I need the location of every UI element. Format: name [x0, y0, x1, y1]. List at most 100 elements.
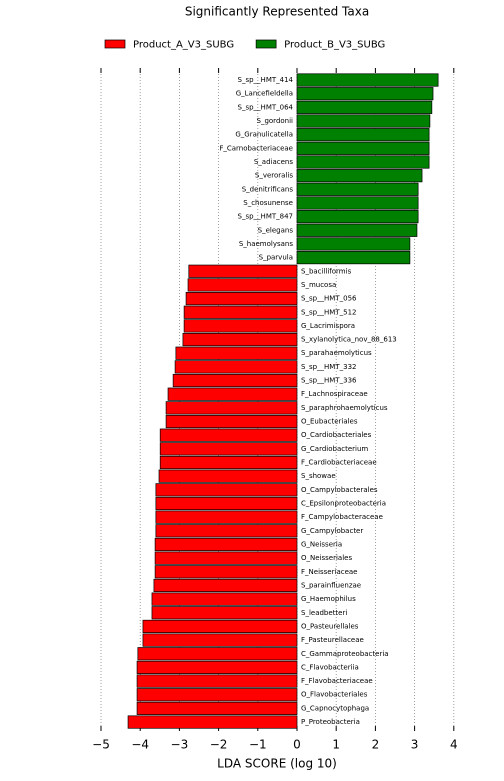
category-label: C_Flavobacteriia — [301, 663, 359, 671]
bar — [296, 169, 423, 183]
bar — [296, 210, 419, 224]
bar — [137, 647, 298, 661]
category-label: S_parainfluenzae — [301, 581, 361, 589]
category-label: O_Pasteurellales — [301, 622, 359, 630]
bar — [151, 606, 298, 620]
x-tick-label: −3 — [171, 738, 189, 752]
category-label: G_Neisseria — [301, 540, 342, 548]
category-label: O_Campylobacterales — [301, 486, 378, 494]
category-label: G_Campylobacter — [301, 527, 363, 535]
category-label: S_paraphrohaemolyticus — [301, 404, 388, 412]
legend-label: Product_A_V3_SUBG — [133, 40, 234, 51]
category-label: S_bacilliformis — [301, 267, 352, 275]
bar — [182, 332, 298, 347]
bar — [158, 469, 298, 483]
bar — [296, 155, 430, 169]
bar — [151, 592, 298, 606]
category-label: S_mucosa — [301, 281, 336, 289]
x-tick-label: 1 — [332, 738, 340, 752]
x-tick-label: −5 — [92, 738, 110, 752]
bar — [153, 578, 298, 593]
category-label: F_Campylobacteraceae — [301, 513, 383, 521]
category-label: C_Epsilonproteobacteria — [301, 499, 386, 507]
category-label: S_sp__HMT_056 — [301, 295, 357, 303]
bar — [136, 660, 298, 674]
bar — [183, 319, 298, 333]
category-label: S_adiacens — [254, 158, 294, 166]
bar — [296, 87, 434, 101]
x-tick-label: 2 — [372, 738, 380, 752]
bar — [296, 223, 418, 237]
category-label: S_parahaemolyticus — [301, 349, 372, 357]
bar — [136, 701, 298, 715]
category-label: S_parvula — [259, 254, 293, 262]
category-label: S_sp__HMT_064 — [238, 103, 294, 111]
bar — [296, 182, 419, 196]
category-label: O_Eubacteriales — [301, 418, 358, 426]
x-tick-label: 3 — [411, 738, 419, 752]
bar — [175, 346, 298, 360]
category-label: S_sp__HMT_847 — [238, 213, 293, 221]
category-label: G_Capnocytophaga — [301, 704, 369, 712]
category-label: S_gordonii — [257, 117, 294, 125]
chart-title: Significantly Represented Taxa — [185, 5, 369, 19]
bar — [142, 633, 298, 647]
category-label: F_Flavobacteriaceae — [301, 677, 373, 685]
category-label: S_haemolysans — [239, 240, 294, 248]
bar — [296, 251, 411, 265]
category-label: S_veroralis — [255, 172, 293, 180]
bar — [174, 360, 298, 374]
bar — [154, 537, 298, 552]
bar — [136, 674, 298, 688]
bar — [296, 73, 439, 87]
category-label: F_Lachnospiraceae — [301, 390, 368, 398]
bar — [154, 551, 298, 565]
bar — [188, 264, 298, 278]
bar — [155, 483, 298, 497]
category-label: S_sp__HMT_332 — [301, 363, 356, 371]
category-label: O_Cardiobacteriales — [301, 431, 372, 439]
category-label: G_Haemophilus — [301, 595, 356, 603]
category-label: F_Cardiobacteriaceae — [301, 459, 377, 467]
bar — [165, 401, 298, 415]
bar — [159, 455, 298, 470]
category-label: S_sp__HMT_336 — [301, 377, 357, 385]
bar — [185, 292, 298, 306]
bar — [183, 305, 298, 319]
category-label: F_Carnobacteriaceae — [219, 144, 293, 152]
category-label: O_Neisseriales — [301, 554, 352, 562]
category-label: S_sp__HMT_414 — [238, 76, 294, 84]
x-tick-label: 4 — [450, 738, 458, 752]
bar — [142, 619, 298, 634]
x-tick-label: −1 — [249, 738, 267, 752]
category-label: F_Neisseriaceae — [301, 568, 357, 576]
category-label: S_denitrificans — [242, 185, 294, 193]
bar — [296, 196, 419, 210]
bar — [296, 128, 430, 142]
bar — [187, 278, 298, 292]
bar — [296, 237, 411, 251]
category-label: G_Cardiobacterium — [301, 445, 368, 453]
bar — [172, 373, 298, 388]
category-label: G_Lacrimispora — [301, 322, 355, 330]
bar — [296, 141, 430, 155]
x-tick-label: 0 — [293, 738, 301, 752]
category-label: S_leadbetteri — [301, 609, 347, 617]
category-label: S_sp__HMT_512 — [301, 308, 356, 316]
category-label: G_Granulicatella — [235, 131, 293, 139]
legend-swatch — [255, 39, 277, 49]
bar — [127, 715, 298, 729]
bar — [296, 114, 431, 128]
category-label: S_elegans — [258, 226, 294, 234]
category-label: O_Flavobacteriales — [301, 691, 368, 699]
legend-label: Product_B_V3_SUBG — [284, 40, 385, 51]
x-tick-label: −2 — [210, 738, 228, 752]
category-label: F_Pasteurellaceae — [301, 636, 364, 644]
category-label: C_Gammaproteobacteria — [301, 650, 389, 658]
bar — [155, 496, 298, 511]
x-axis-label: LDA SCORE (log 10) — [217, 757, 337, 771]
bar — [165, 414, 298, 429]
bar — [155, 524, 298, 538]
bar — [159, 442, 298, 456]
category-label: P_Proteobacteria — [301, 718, 360, 726]
